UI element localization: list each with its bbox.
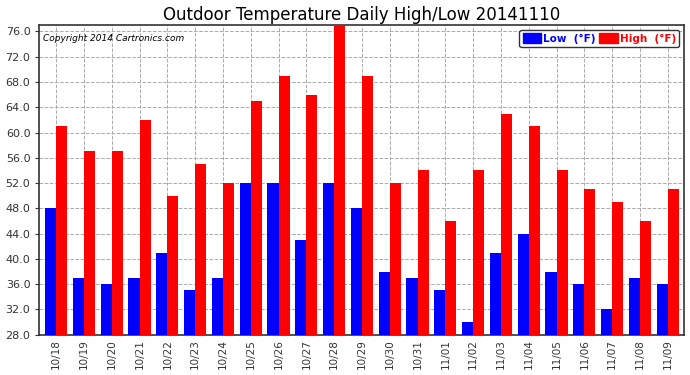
Bar <box>128 278 139 335</box>
Bar <box>84 152 95 335</box>
Bar <box>56 126 67 335</box>
Bar <box>601 309 612 335</box>
Bar <box>501 114 512 335</box>
Bar <box>223 183 234 335</box>
Bar <box>279 76 290 335</box>
Bar <box>268 183 279 335</box>
Legend: Low  (°F), High  (°F): Low (°F), High (°F) <box>520 30 679 47</box>
Bar <box>490 253 501 335</box>
Bar <box>640 221 651 335</box>
Bar <box>239 183 250 335</box>
Bar <box>557 170 568 335</box>
Bar <box>101 284 112 335</box>
Bar <box>629 278 640 335</box>
Bar <box>168 196 179 335</box>
Bar <box>250 101 262 335</box>
Bar <box>45 209 56 335</box>
Bar <box>195 164 206 335</box>
Bar <box>112 152 123 335</box>
Bar <box>390 183 401 335</box>
Bar <box>73 278 84 335</box>
Bar <box>584 189 595 335</box>
Bar <box>434 291 445 335</box>
Bar <box>573 284 584 335</box>
Bar <box>156 253 168 335</box>
Bar <box>334 25 345 335</box>
Bar <box>184 291 195 335</box>
Bar <box>612 202 623 335</box>
Bar <box>668 189 679 335</box>
Bar <box>529 126 540 335</box>
Bar <box>306 94 317 335</box>
Bar <box>212 278 223 335</box>
Bar <box>351 209 362 335</box>
Bar <box>657 284 668 335</box>
Bar <box>295 240 306 335</box>
Bar <box>445 221 457 335</box>
Bar <box>417 170 428 335</box>
Title: Outdoor Temperature Daily High/Low 20141110: Outdoor Temperature Daily High/Low 20141… <box>164 6 560 24</box>
Bar <box>139 120 150 335</box>
Bar <box>462 322 473 335</box>
Bar <box>406 278 417 335</box>
Text: Copyright 2014 Cartronics.com: Copyright 2014 Cartronics.com <box>43 34 184 44</box>
Bar <box>379 272 390 335</box>
Bar <box>473 170 484 335</box>
Bar <box>545 272 557 335</box>
Bar <box>518 234 529 335</box>
Bar <box>323 183 334 335</box>
Bar <box>362 76 373 335</box>
